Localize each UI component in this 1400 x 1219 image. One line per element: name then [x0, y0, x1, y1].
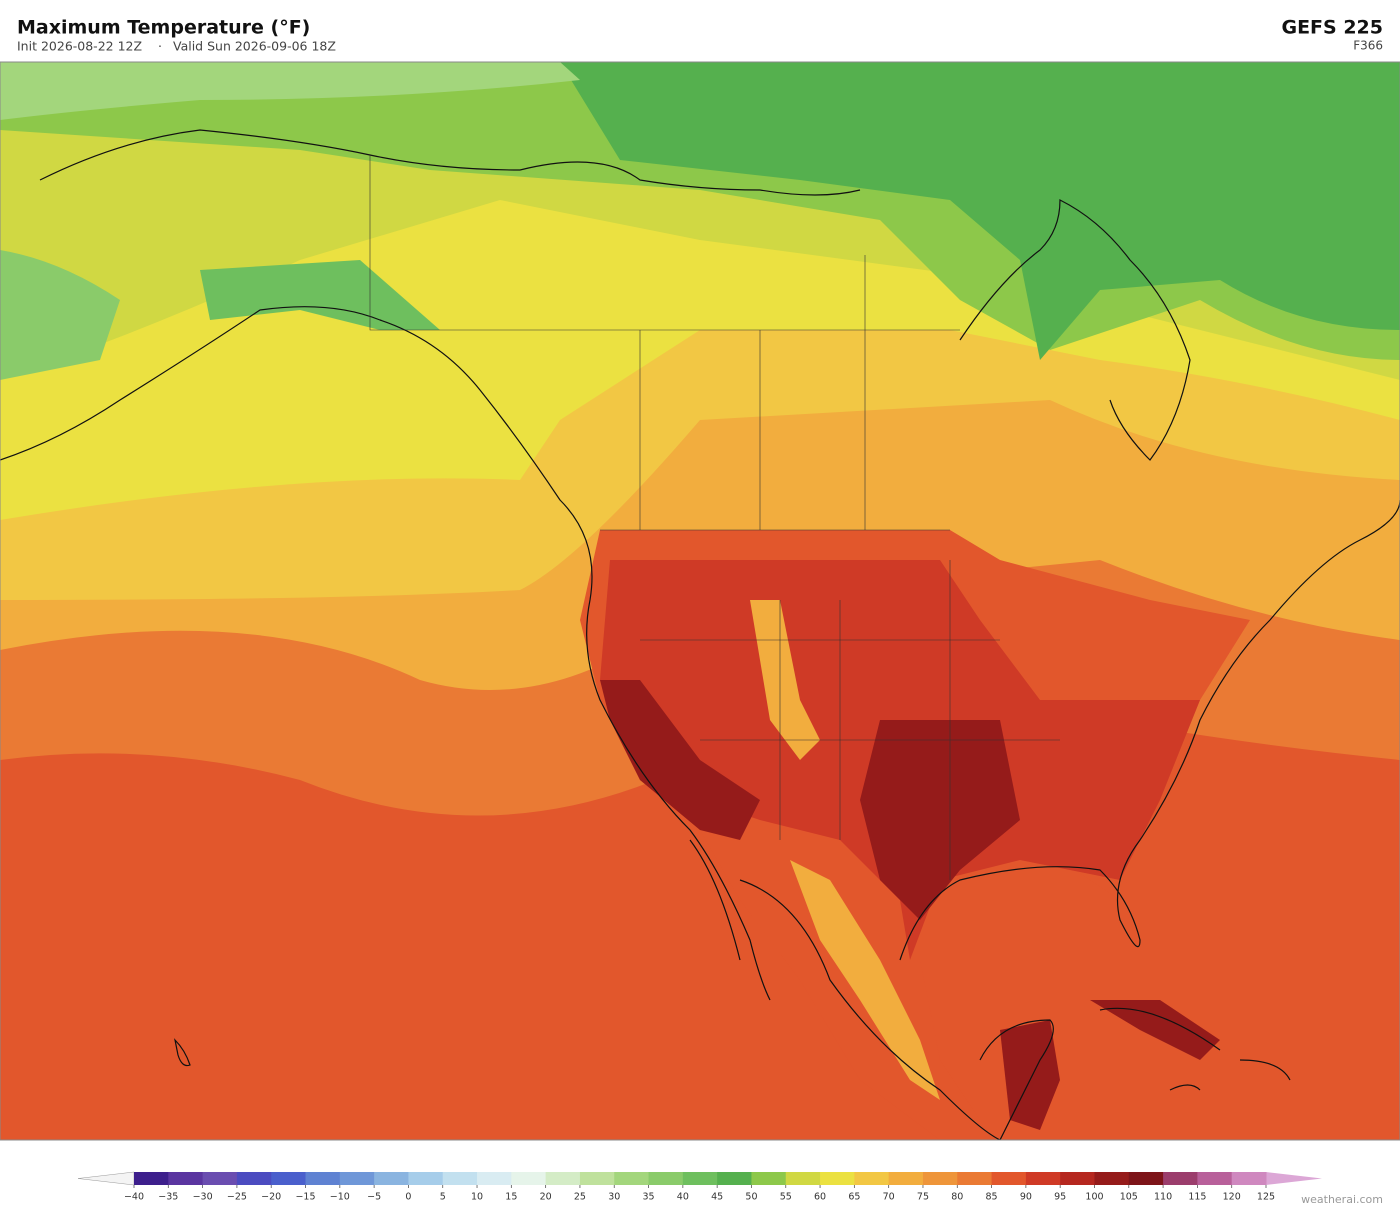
coastlines [0, 129, 1400, 1140]
colorbar-bin [682, 1172, 718, 1185]
colorbar-bin [1060, 1172, 1095, 1185]
colorbar-tick-label: 55 [780, 1192, 792, 1203]
colorbar-tick-label: 10 [471, 1192, 483, 1203]
colorbar-bin [1128, 1172, 1164, 1185]
colorbar-tick-label: 35 [642, 1192, 654, 1203]
land-heat [1000, 1020, 1060, 1130]
colorbar-bin [717, 1172, 752, 1185]
land-heat [600, 680, 760, 840]
colorbar-bin [236, 1172, 272, 1185]
land-heat [860, 720, 1020, 920]
colorbar-bin [305, 1172, 341, 1185]
init-time: Init 2026-08-22 12Z [17, 39, 142, 54]
temp-zone [0, 250, 120, 380]
colorbar-tick-label: −5 [367, 1192, 381, 1203]
colorbar-bin [477, 1172, 512, 1185]
colorbar-bin [922, 1172, 958, 1185]
colorbar-tick-label: 95 [1054, 1192, 1066, 1203]
colorbar-bin [957, 1172, 993, 1185]
colorbar-tick-label: 15 [505, 1192, 517, 1203]
colorbar-tick-label: 75 [917, 1192, 929, 1203]
colorbar-bin [271, 1172, 307, 1185]
colorbar-tick-label: 65 [848, 1192, 860, 1203]
colorbar-tick-label: −30 [193, 1192, 213, 1203]
colorbar-bin [991, 1172, 1027, 1185]
map [0, 61, 1400, 1141]
temp-zone [560, 62, 1400, 360]
colorbar-tick-label: 85 [986, 1192, 998, 1203]
temp-zone [0, 62, 580, 120]
colorbar-bin [1231, 1172, 1267, 1185]
colorbar-tick-label: 40 [677, 1192, 689, 1203]
colorbar-tick-label: 60 [814, 1192, 826, 1203]
colorbar-bin [168, 1172, 204, 1185]
map-frame [0, 61, 1400, 1141]
borders [369, 155, 1060, 880]
colorbar-tick-label: 25 [574, 1192, 586, 1203]
forecast-hour: F366 [1353, 39, 1383, 53]
credit: weatherai.com [1301, 1193, 1383, 1206]
colorbar-tick-label: −40 [124, 1192, 144, 1203]
colorbar-bin [820, 1172, 855, 1185]
colorbar-tick-label: 20 [540, 1192, 552, 1203]
colorbar-tick-label: 120 [1223, 1192, 1241, 1203]
colorbar-bin [134, 1172, 169, 1185]
colorbar-bin [442, 1172, 478, 1185]
land-heat [1090, 1000, 1220, 1060]
colorbar-tick-label: 80 [951, 1192, 963, 1203]
colorbar-bin [785, 1172, 821, 1185]
colorbar-tick-label: 100 [1085, 1192, 1103, 1203]
colorbar-tick-label: −20 [261, 1192, 281, 1203]
colorbar-bin [1025, 1172, 1061, 1185]
colorbar-tick-label: −10 [330, 1192, 350, 1203]
valid-time: Valid Sun 2026-09-06 18Z [173, 39, 336, 54]
colorbar-tick-label: 90 [1020, 1192, 1032, 1203]
colorbar-tick-label: 0 [405, 1192, 411, 1203]
colorbar-bin [511, 1172, 547, 1185]
colorbar-bin [1094, 1172, 1130, 1185]
colorbar-bin [1163, 1172, 1198, 1185]
colorbar-bin [202, 1172, 238, 1185]
colorbar-tick-label: −35 [158, 1192, 178, 1203]
colorbar-bin [614, 1172, 650, 1185]
colorbar-bin [854, 1172, 890, 1185]
title: Maximum Temperature (°F) [17, 17, 310, 39]
colorbar-bin [1197, 1172, 1233, 1185]
temp-zone [200, 260, 440, 330]
colorbar-tick-label: −25 [227, 1192, 247, 1203]
colorbar-tick-label: 125 [1257, 1192, 1275, 1203]
colorbar-bin [374, 1172, 409, 1185]
colorbar-bin [579, 1172, 615, 1185]
land-cool [790, 860, 940, 1100]
colorbar-bin [888, 1172, 924, 1185]
colorbar: −40 −35 −30 −25 −20 −15 −10 −5 0 5 10 15 20 25 30 35 40 4… [77, 1171, 1322, 1203]
model-name: GEFS 225 [1281, 17, 1383, 39]
colorbar-under [77, 1171, 135, 1186]
colorbar-tick-label: 110 [1154, 1192, 1172, 1203]
colorbar-tick-label: 70 [883, 1192, 895, 1203]
colorbar-bin [545, 1172, 581, 1185]
colorbar-bin [339, 1172, 375, 1185]
colorbar-bin [751, 1172, 787, 1185]
separator: · [158, 39, 162, 54]
colorbar-tick-label: 45 [711, 1192, 723, 1203]
colorbar-tick-label: 30 [608, 1192, 620, 1203]
colorbar-tick-label: 50 [745, 1192, 757, 1203]
colorbar-tick-label: 5 [440, 1192, 446, 1203]
colorbar-bin [408, 1172, 444, 1185]
colorbar-over [1266, 1172, 1322, 1185]
colorbar-tick-label: 105 [1120, 1192, 1138, 1203]
colorbar-tick-label: −15 [295, 1192, 315, 1203]
colorbar-bin [648, 1172, 684, 1185]
colorbar-tick-label: 115 [1188, 1192, 1206, 1203]
